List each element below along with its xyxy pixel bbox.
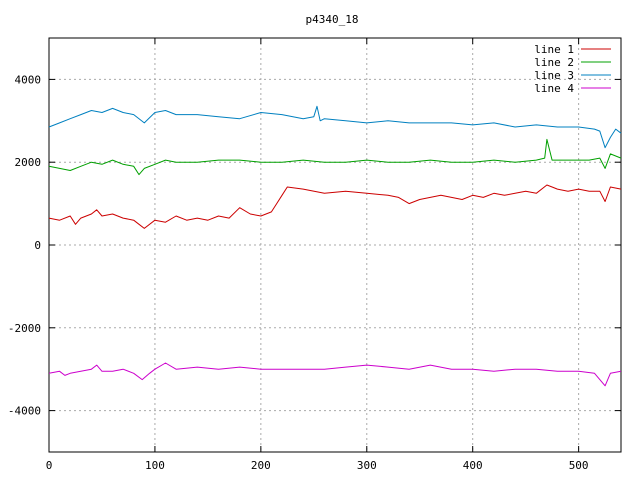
legend-label: line 4 [534, 82, 574, 95]
x-tick-label: 100 [145, 459, 165, 472]
series-line-1 [48, 184, 622, 229]
axis-ticks: 0 100 200 300 400 500 -4000 -2000 0 2000 4000 [8, 38, 621, 472]
series-line-3 [48, 105, 622, 149]
legend-label: line 2 [534, 56, 574, 69]
y-tick-label: 0 [34, 239, 41, 252]
x-tick-label: 500 [569, 459, 589, 472]
series-line-2 [48, 138, 622, 176]
legend-label: line 1 [534, 43, 574, 56]
series-lines [48, 105, 622, 387]
y-tick-label: -4000 [8, 405, 41, 418]
y-tick-label: -2000 [8, 322, 41, 335]
series-line-4 [48, 362, 622, 387]
x-tick-label: 400 [463, 459, 483, 472]
x-tick-label: 200 [251, 459, 271, 472]
x-tick-label: 300 [357, 459, 377, 472]
chart-title: p4340_18 [306, 13, 359, 26]
y-tick-label: 4000 [15, 73, 42, 86]
y-tick-label: 2000 [15, 156, 42, 169]
x-tick-label: 0 [46, 459, 53, 472]
legend-label: line 3 [534, 69, 574, 82]
